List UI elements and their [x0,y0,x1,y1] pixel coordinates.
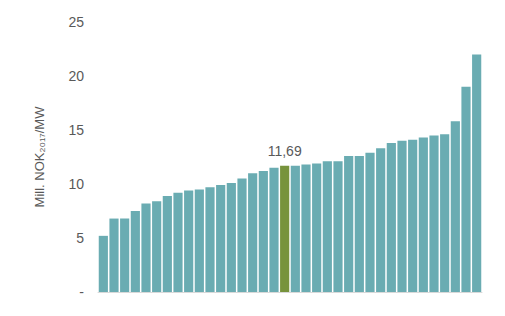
svg-text:Mill. NOK₂₀₁₇/MW: Mill. NOK₂₀₁₇/MW [32,106,47,208]
svg-text:20: 20 [68,68,84,84]
svg-text:-: - [79,284,84,300]
svg-text:5: 5 [76,230,84,246]
svg-text:15: 15 [68,122,84,138]
svg-text:25: 25 [68,14,84,30]
svg-text:11,69: 11,69 [268,143,302,159]
svg-text:10: 10 [68,176,84,192]
